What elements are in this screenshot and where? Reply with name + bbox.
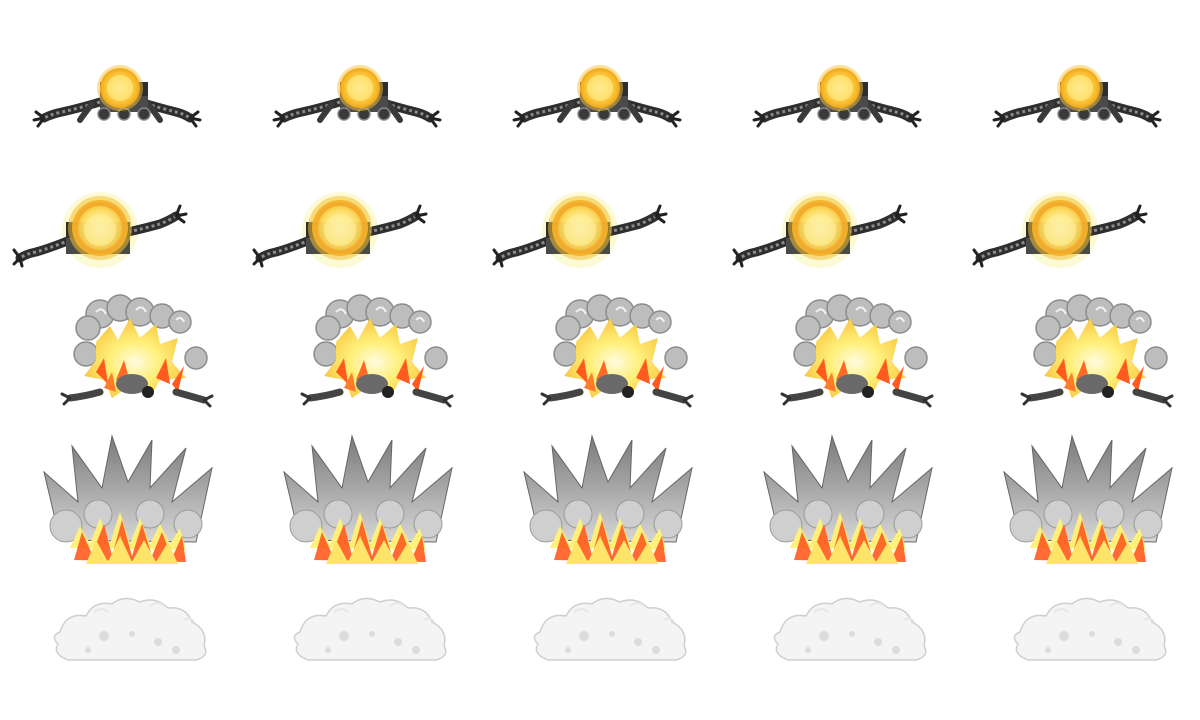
robot-charged-sprite <box>492 192 668 268</box>
robot-charged-sprite <box>252 192 428 268</box>
explosion-burst-sprite <box>1020 294 1174 408</box>
sprite-frame-explosion-burst-3 <box>480 288 720 432</box>
sprite-frame-idle-glow-small-5 <box>960 0 1200 144</box>
explosion-peak-sprite <box>283 434 453 564</box>
sprite-frame-idle-glow-small-4 <box>720 0 960 144</box>
sprite-frame-idle-glow-small-2 <box>240 0 480 144</box>
sprite-frame-charged-glow-large-3 <box>480 144 720 288</box>
sprite-frame-charged-glow-large-2 <box>240 144 480 288</box>
smoke-dissipate-sprite <box>533 597 687 661</box>
smoke-dissipate-sprite <box>1013 597 1167 661</box>
sprite-frame-smoke-dissipate-5 <box>960 576 1200 720</box>
sprite-frame-explosion-peak-4 <box>720 432 960 576</box>
explosion-burst-sprite <box>780 294 934 408</box>
sprite-frame-charged-glow-large-5 <box>960 144 1200 288</box>
robot-charged-sprite <box>972 192 1148 268</box>
sprite-frame-explosion-burst-5 <box>960 288 1200 432</box>
smoke-dissipate-sprite <box>53 597 207 661</box>
explosion-peak-sprite <box>1003 434 1173 564</box>
explosion-peak-sprite <box>763 434 933 564</box>
sprite-frame-smoke-dissipate-4 <box>720 576 960 720</box>
sprite-frame-smoke-dissipate-1 <box>0 576 240 720</box>
sprite-frame-explosion-peak-1 <box>0 432 240 576</box>
smoke-dissipate-sprite <box>293 597 447 661</box>
sprite-frame-explosion-peak-2 <box>240 432 480 576</box>
sprite-frame-explosion-burst-2 <box>240 288 480 432</box>
sprite-frame-charged-glow-large-4 <box>720 144 960 288</box>
robot-charged-sprite <box>732 192 908 268</box>
sprite-frame-idle-glow-small-3 <box>480 0 720 144</box>
explosion-peak-sprite <box>43 434 213 564</box>
robot-charged-sprite <box>12 192 188 268</box>
sprite-frame-idle-glow-small-1 <box>0 0 240 144</box>
smoke-dissipate-sprite <box>773 597 927 661</box>
explosion-burst-sprite <box>60 294 214 408</box>
sprite-frame-explosion-peak-5 <box>960 432 1200 576</box>
sprite-frame-charged-glow-large-1 <box>0 144 240 288</box>
sprite-frame-explosion-burst-4 <box>720 288 960 432</box>
robot-idle-sprite <box>992 65 1162 128</box>
explosion-burst-sprite <box>300 294 454 408</box>
sprite-frame-smoke-dissipate-3 <box>480 576 720 720</box>
sprite-frame-explosion-burst-1 <box>0 288 240 432</box>
sprite-frame-explosion-peak-3 <box>480 432 720 576</box>
robot-idle-sprite <box>512 65 682 128</box>
robot-idle-sprite <box>32 65 202 128</box>
sprite-frame-smoke-dissipate-2 <box>240 576 480 720</box>
explosion-burst-sprite <box>540 294 694 408</box>
robot-idle-sprite <box>272 65 442 128</box>
explosion-peak-sprite <box>523 434 693 564</box>
robot-idle-sprite <box>752 65 922 128</box>
